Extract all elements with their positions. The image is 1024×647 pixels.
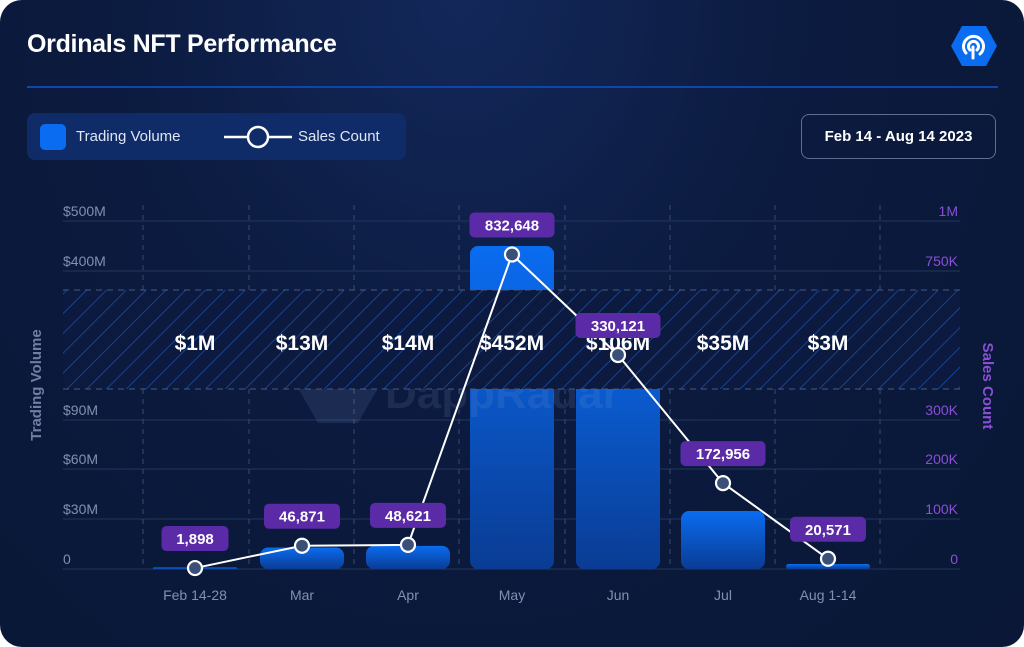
sales-point <box>609 346 627 364</box>
volume-label: $14M <box>382 332 435 355</box>
x-axis-tick: Apr <box>397 587 419 603</box>
sales-point <box>819 550 837 567</box>
sales-label-pill <box>469 212 555 238</box>
dappradar-logo-icon <box>951 26 997 66</box>
left-axis-tick: $500M <box>63 203 106 219</box>
volume-label: $13M <box>276 332 329 355</box>
x-axis-tick: Jun <box>607 587 630 603</box>
sales-label: 48,621 <box>385 508 431 525</box>
left-axis-tick: $90M <box>63 402 98 418</box>
header-divider <box>27 86 998 88</box>
page-title: Ordinals NFT Performance <box>27 30 337 58</box>
sales-point <box>293 537 311 554</box>
sales-label: 172,956 <box>696 446 750 463</box>
volume-label: $35M <box>697 332 750 355</box>
bar-apr <box>366 545 450 569</box>
date-range-button[interactable]: Feb 14 - Aug 14 2023 <box>801 114 996 159</box>
x-axis-tick: Feb 14-28 <box>163 587 227 603</box>
sales-label-pill <box>790 516 866 542</box>
x-axis-tick: May <box>499 587 525 603</box>
left-axis-title: Trading Volume <box>28 329 45 440</box>
axis-break-hatch <box>63 290 960 389</box>
legend-trading-volume: Trading Volume <box>76 128 181 145</box>
right-axis-tick: 750K <box>925 253 958 269</box>
sales-label: 20,571 <box>805 522 851 539</box>
sales-point <box>714 474 732 492</box>
sales-label: 330,121 <box>591 318 645 335</box>
right-axis-tick: 0 <box>950 551 958 567</box>
x-axis-tick: Jul <box>714 587 732 603</box>
sales-label: 832,648 <box>485 217 539 234</box>
sales-point <box>503 246 521 263</box>
right-axis-tick: 300K <box>925 402 958 418</box>
left-axis-tick: 0 <box>63 551 71 567</box>
sales-label-pill <box>575 312 661 338</box>
sales-label: 46,871 <box>279 509 325 526</box>
left-axis-tick: $60M <box>63 451 98 467</box>
x-axis-tick: Mar <box>290 587 314 603</box>
left-axis-tick: $30M <box>63 501 98 517</box>
volume-label: $3M <box>808 332 849 355</box>
sales-point <box>399 536 417 553</box>
sales-label-pill <box>680 441 766 467</box>
sales-label-pill <box>370 502 446 528</box>
trading-volume-swatch <box>40 124 66 150</box>
bar-jul <box>681 511 765 569</box>
left-axis-tick: $400M <box>63 253 106 269</box>
legend-sales-count: Sales Count <box>298 128 380 145</box>
volume-label: $452M <box>480 332 544 355</box>
sales-count-line-icon <box>224 125 292 149</box>
right-axis-title: Sales Count <box>979 343 996 430</box>
sales-label-pill <box>264 503 340 529</box>
right-axis-tick: 100K <box>925 501 958 517</box>
sales-label-pill <box>161 526 229 552</box>
bar-mar <box>260 547 344 569</box>
volume-label: $1M <box>175 332 216 355</box>
x-axis-tick: Aug 1-14 <box>800 587 857 603</box>
sales-point <box>186 559 204 577</box>
sales-label: 1,898 <box>176 531 214 548</box>
right-axis-tick: 1M <box>939 203 958 219</box>
legend: Trading Volume Sales Count <box>27 113 406 160</box>
right-axis-tick: 200K <box>925 451 958 467</box>
